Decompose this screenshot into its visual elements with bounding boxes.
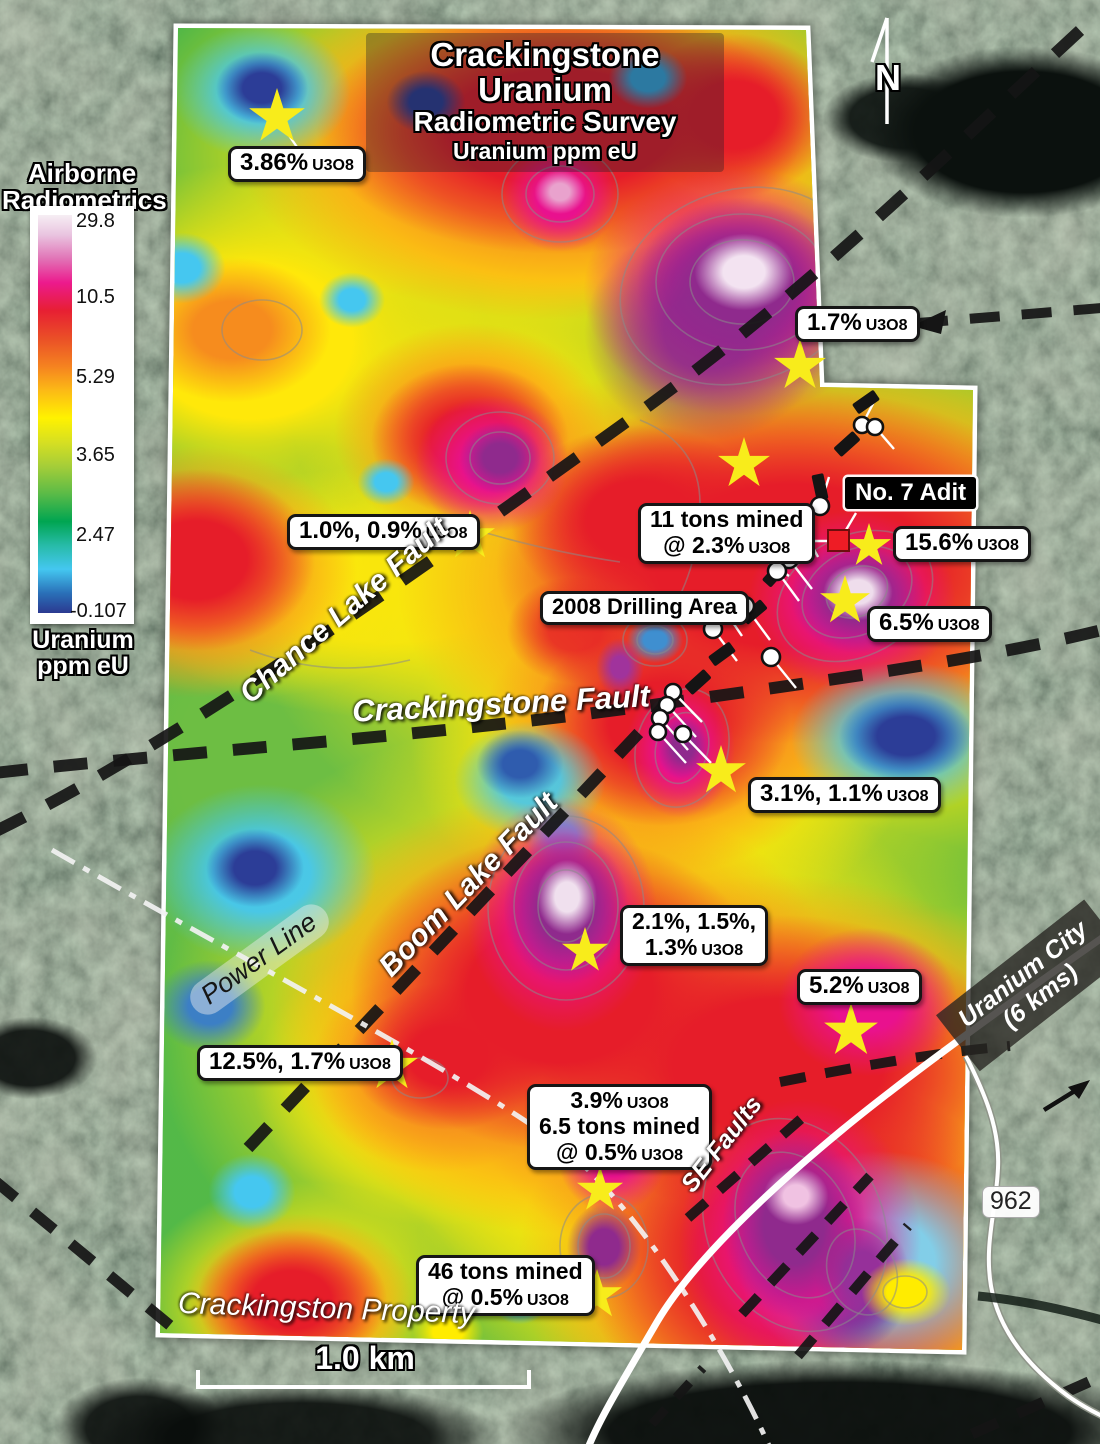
creek xyxy=(977,1291,1100,1325)
map-title-line1: Crackingstone Uranium xyxy=(430,36,660,108)
se-fault-line xyxy=(969,1370,1100,1440)
annotation-11-tons-mined: 11 tons mined @ 2.3% U3O8 xyxy=(638,503,816,564)
map-title: Crackingstone Uranium Radiometric Survey… xyxy=(366,33,724,172)
annotation-1.7-percent: 1.7% U3O8 xyxy=(795,306,920,342)
annotation-1.0-0.9-percent: 1.0%, 0.9% U3O8 xyxy=(287,514,480,550)
crackingstone-fault-line xyxy=(0,624,1100,779)
annotation-5.2-percent: 5.2% U3O8 xyxy=(797,969,922,1005)
legend-colorbar-box: 29.8 10.5 5.29 3.65 2.47 -0.107 xyxy=(30,206,134,624)
annotation-15.6-percent: 15.6% U3O8 xyxy=(893,526,1031,562)
annotation-6.5-percent: 6.5% U3O8 xyxy=(867,606,992,642)
legend-units: Uranium ppm eU xyxy=(32,626,134,680)
annotation-2.1-1.5-1.3-percent: 2.1%, 1.5%, 1.3% U3O8 xyxy=(620,905,769,966)
annotation-3.1-1.1-percent: 3.1%, 1.1% U3O8 xyxy=(748,777,941,813)
boom-lake-fault-line xyxy=(243,697,673,1153)
map-direction-arrow xyxy=(1042,1080,1090,1112)
legend-colorbar xyxy=(38,215,72,613)
scale-bar-label: 1.0 km xyxy=(315,1340,415,1376)
legend-tick: 2.47 xyxy=(76,524,115,546)
legend-tick: 3.65 xyxy=(76,444,115,466)
power-line xyxy=(50,847,771,1444)
se-fault-line xyxy=(648,1364,707,1428)
annotation-12.5-1.7-percent: 12.5%, 1.7% U3O8 xyxy=(197,1045,403,1081)
east-fault-arrowhead xyxy=(912,310,946,334)
legend-tick: 5.29 xyxy=(76,366,115,388)
road-962 xyxy=(964,1055,1100,1418)
map-title-line2: Radiometric Survey xyxy=(413,106,677,138)
north-label: N xyxy=(875,57,901,98)
annotation-no7-adit: No. 7 Adit xyxy=(845,477,977,509)
sw-fault-line xyxy=(0,1177,182,1337)
no7-adit-marker xyxy=(827,529,850,552)
chance-lake-fault-line xyxy=(0,9,1100,836)
annotation-46-tons-mined: 46 tons mined @ 0.5% U3O8 xyxy=(416,1255,595,1316)
map-title-line3: Uranium ppm eU xyxy=(452,138,638,165)
road-962-shield: 962 xyxy=(982,1186,1040,1218)
legend-tick: 10.5 xyxy=(76,286,115,308)
annotation-3.86-percent: 3.86% U3O8 xyxy=(228,146,366,182)
legend-tick: -0.107 xyxy=(70,600,127,622)
se-fault-line xyxy=(738,1172,874,1318)
annotation-3.9-percent: 3.9% U3O8 6.5 tons mined @ 0.5% U3O8 xyxy=(527,1084,713,1171)
annotation-2008-drilling-area: 2008 Drilling Area xyxy=(540,591,750,625)
se-fault-line xyxy=(684,1114,806,1222)
legend-tick: 29.8 xyxy=(76,210,115,232)
se-fault-line xyxy=(794,1222,912,1360)
north-arrow xyxy=(870,17,889,124)
scale-bar xyxy=(196,1370,531,1389)
